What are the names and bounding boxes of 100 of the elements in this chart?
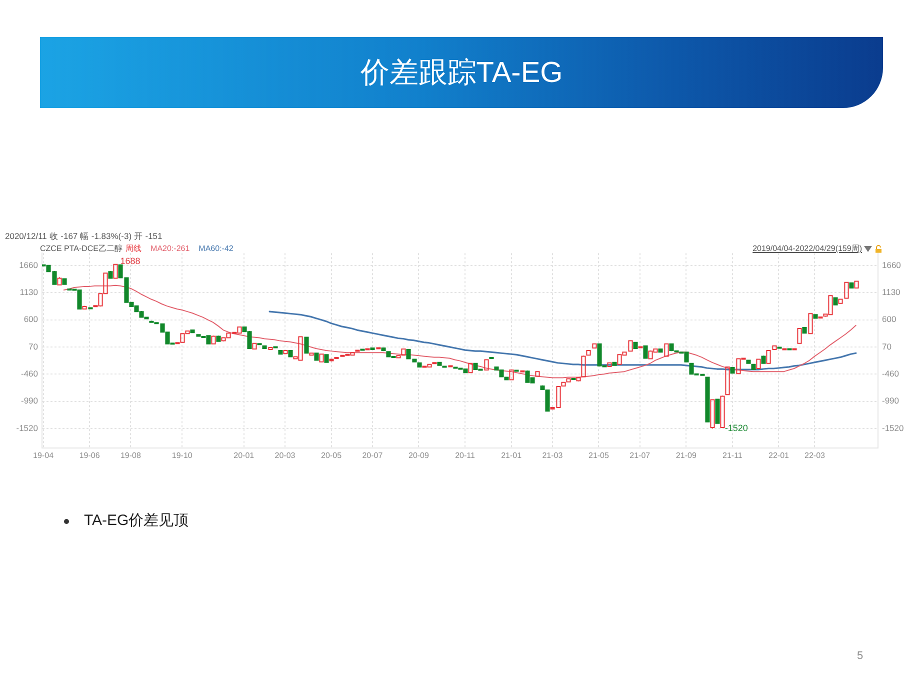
- candlestick: [211, 335, 216, 345]
- candlestick: [113, 263, 118, 280]
- y2-tick-label: -460: [882, 368, 900, 378]
- candlestick: [746, 359, 751, 364]
- candlestick: [633, 341, 638, 350]
- candlestick: [381, 346, 386, 352]
- y-tick-label: -460: [20, 368, 38, 378]
- x-tick-label: 21-03: [542, 451, 564, 460]
- candlestick: [833, 296, 838, 306]
- candlestick: [278, 350, 283, 356]
- y2-tick-label: 1660: [882, 260, 902, 270]
- candlestick: [355, 350, 360, 352]
- candlestick: [273, 346, 278, 348]
- candlestick: [592, 342, 597, 349]
- x-tick-label: 20-11: [455, 451, 476, 460]
- candlestick: [643, 344, 648, 360]
- y-tick-label: 70: [28, 341, 38, 352]
- candlestick: [283, 350, 288, 355]
- candlestick: [82, 305, 87, 310]
- candlestick: [417, 362, 422, 368]
- candlestick: [797, 327, 802, 344]
- candlestick: [777, 346, 782, 349]
- candlestick: [535, 370, 540, 378]
- candlestick: [720, 395, 725, 428]
- x-tick-label: 20-07: [362, 451, 384, 460]
- text: MA60:-42: [198, 244, 234, 253]
- candlestick: [520, 370, 525, 373]
- y-tick-label: 1660: [19, 260, 38, 270]
- x-tick-label: 20-05: [321, 451, 342, 460]
- candlestick: [586, 350, 591, 356]
- candlestick: [761, 355, 766, 364]
- candlestick: [756, 358, 761, 370]
- candlestick: [432, 362, 437, 364]
- y-tick-label: 600: [24, 314, 38, 324]
- candlestick: [376, 346, 381, 350]
- candlestick: [314, 352, 319, 362]
- text: 5: [857, 650, 864, 662]
- x-tick-label: 19-10: [172, 451, 193, 460]
- candlestick: [581, 355, 586, 378]
- candlestick: [268, 346, 273, 351]
- candlestick: [607, 362, 612, 368]
- text: MA20:-261: [150, 244, 190, 253]
- candlestick: [854, 280, 859, 289]
- y-tick-label: -1520: [16, 422, 38, 433]
- x-tick-label: 21-11: [722, 451, 743, 460]
- text: 2020/12/11 收 -167 幅 -1.83%(-3) 开 -151: [5, 231, 162, 243]
- candlestick: [309, 352, 314, 356]
- candlestick: [88, 306, 93, 310]
- candlestick: [484, 358, 489, 372]
- y2-tick-label: 600: [882, 314, 896, 324]
- candlestick: [57, 276, 62, 286]
- x-tick-label: 21-05: [588, 451, 610, 460]
- candlestick: [638, 346, 643, 348]
- x-tick-label: 20-03: [274, 451, 296, 460]
- candlestick: [612, 361, 617, 366]
- candlestick: [808, 312, 813, 335]
- candlestick: [190, 329, 195, 334]
- candlestick: [365, 348, 370, 351]
- x-tick-label: 22-01: [768, 451, 790, 460]
- candlestick: [782, 348, 787, 351]
- text: TA-EG价差见顶: [84, 511, 189, 530]
- x-tick-label: 21-09: [676, 451, 697, 460]
- candlestick: [334, 356, 339, 360]
- candlestick: [319, 353, 324, 363]
- candlestick: [751, 363, 756, 371]
- candlestick: [108, 270, 113, 280]
- candlestick: [324, 354, 329, 364]
- candlestick: [658, 348, 663, 354]
- y2-tick-label: 1130: [882, 286, 901, 297]
- x-tick-label: 20-09: [408, 451, 430, 460]
- candlestick: [329, 358, 334, 362]
- annotation: 1688: [120, 256, 140, 266]
- candlestick: [576, 376, 581, 382]
- candlestick: [849, 282, 854, 289]
- candlestick: [813, 314, 818, 320]
- y2-tick-label: -1520: [882, 422, 904, 433]
- y2-tick-label: 70: [882, 341, 892, 352]
- x-tick-label: 21-01: [501, 451, 522, 460]
- candlestick: [514, 370, 519, 372]
- candlestick: [216, 335, 221, 342]
- candlestick: [772, 344, 777, 351]
- candlestick: [787, 348, 792, 351]
- candlestick: [725, 366, 730, 396]
- candlestick: [715, 398, 720, 424]
- candlestick: [509, 369, 514, 381]
- x-tick-label: 20-01: [234, 451, 255, 460]
- candlestick: [766, 350, 771, 364]
- y-tick-label: -990: [20, 396, 38, 406]
- candlestick: [252, 342, 257, 350]
- candlestick: [730, 366, 735, 374]
- x-tick-label: 19-04: [33, 451, 54, 460]
- candlestick: [489, 356, 494, 360]
- candlestick: [360, 348, 365, 352]
- candlestick: [257, 342, 262, 346]
- x-tick-label: 21-07: [630, 451, 651, 460]
- candlestick: [370, 346, 375, 351]
- y-tick-label: 1130: [20, 286, 38, 297]
- candlestick: [628, 340, 633, 352]
- candlestick: [571, 378, 576, 380]
- candlestick: [288, 350, 293, 358]
